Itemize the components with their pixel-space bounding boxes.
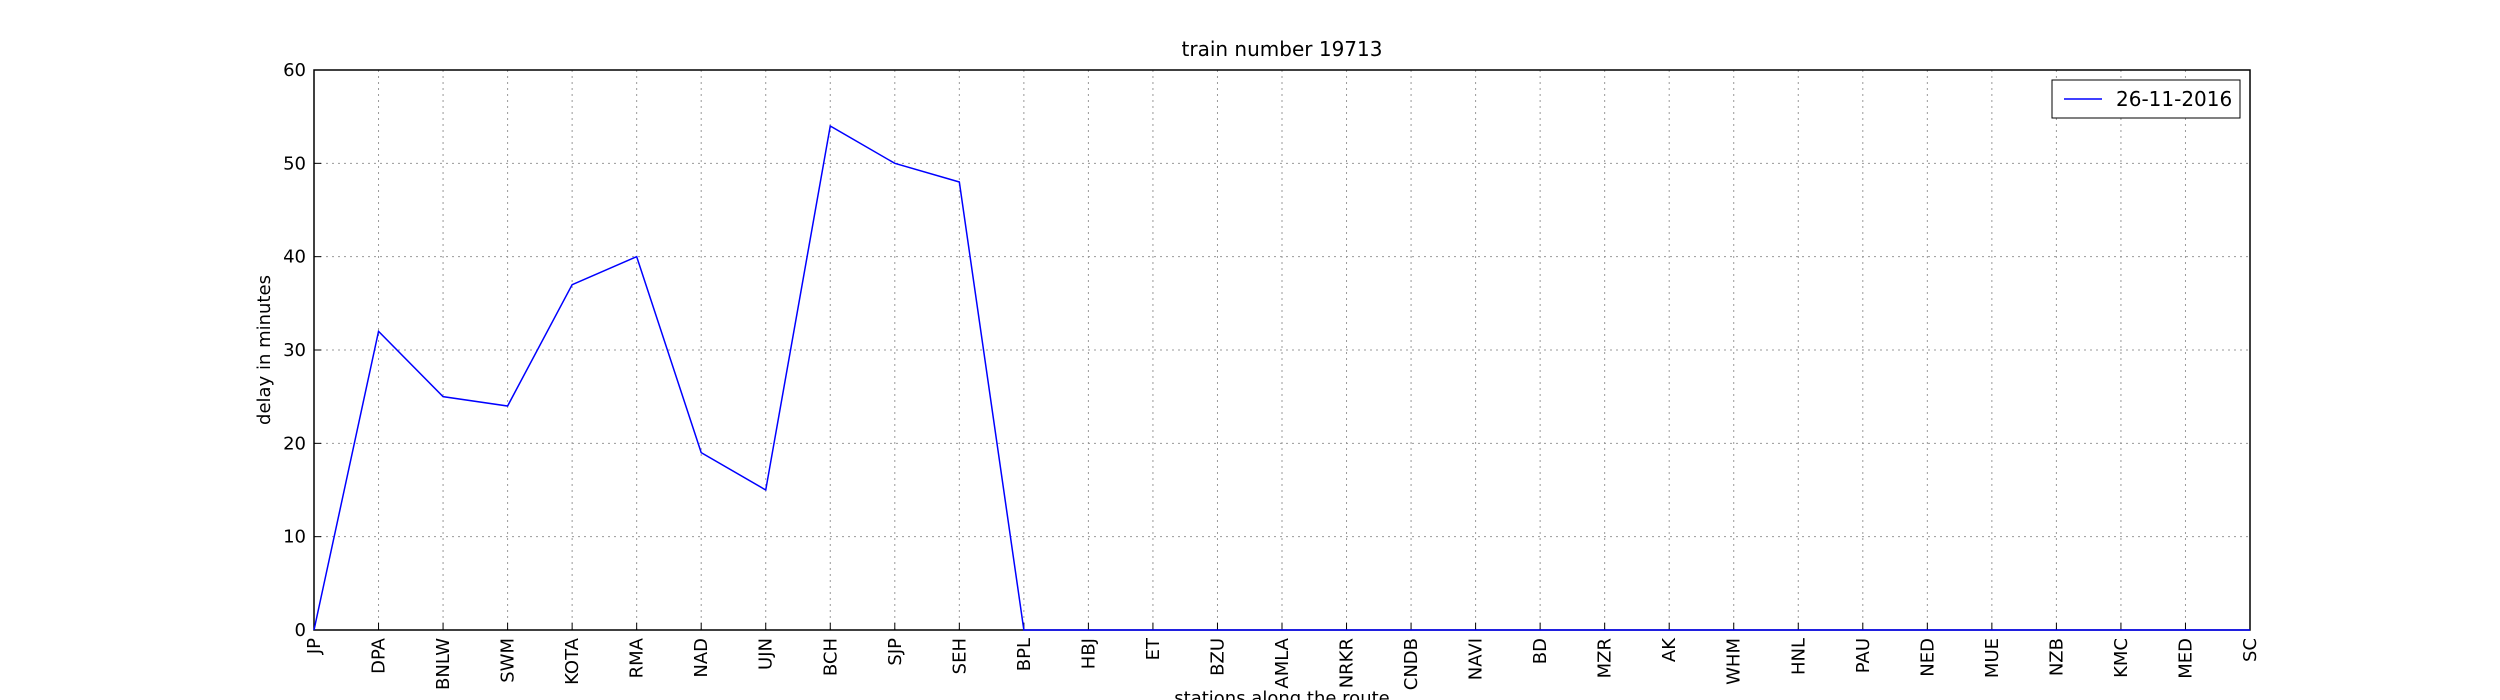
- y-tick-label: 60: [283, 60, 306, 81]
- x-tick-label: DPA: [369, 637, 390, 674]
- x-tick-label: NAVI: [1466, 638, 1487, 680]
- x-axis-label: stations along the route: [1174, 688, 1389, 700]
- x-tick-label: BPL: [1014, 638, 1035, 671]
- x-tick-label: NZB: [2046, 638, 2067, 676]
- y-tick-label: 10: [283, 527, 306, 548]
- x-tick-label: KOTA: [562, 637, 583, 685]
- x-tick-label: HBJ: [1078, 638, 1099, 669]
- x-tick-label: UJN: [756, 638, 777, 670]
- x-tick-label: JP: [304, 638, 325, 655]
- x-tick-label: NAD: [691, 638, 712, 678]
- chart-title: train number 19713: [1182, 37, 1383, 61]
- y-tick-label: 20: [283, 433, 306, 454]
- x-tick-label: PAU: [1853, 638, 1874, 673]
- x-tick-label: SJP: [885, 638, 906, 666]
- x-tick-label: SC: [2240, 638, 2261, 662]
- legend-label: 26-11-2016: [2116, 87, 2232, 111]
- x-tick-label: NRKR: [1337, 638, 1358, 688]
- y-tick-label: 0: [295, 620, 306, 641]
- x-tick-label: AMLA: [1272, 637, 1293, 688]
- x-tick-label: SEH: [949, 638, 970, 674]
- x-tick-label: MUE: [1982, 638, 2003, 678]
- x-tick-label: CNDB: [1401, 638, 1422, 690]
- x-tick-label: RMA: [627, 637, 648, 678]
- x-tick-label: MED: [2175, 638, 2196, 679]
- x-tick-label: BNLW: [433, 638, 454, 690]
- x-tick-label: KMC: [2111, 638, 2132, 678]
- x-tick-label: HNL: [1788, 638, 1809, 675]
- x-tick-label: BZU: [1207, 638, 1228, 676]
- y-tick-label: 40: [283, 247, 306, 268]
- y-tick-label: 50: [283, 153, 306, 174]
- x-tick-label: SWM: [498, 638, 519, 683]
- x-tick-label: WHM: [1724, 638, 1745, 685]
- x-tick-label: BCH: [820, 638, 841, 676]
- data-line: [313, 124, 2250, 631]
- y-axis-label: delay in minutes: [254, 275, 275, 425]
- x-tick-label: BD: [1530, 638, 1551, 664]
- y-tick-label: 30: [283, 340, 306, 361]
- x-tick-label: NED: [1917, 638, 1938, 677]
- x-tick-label: AK: [1659, 637, 1680, 662]
- x-tick-label: MZR: [1595, 638, 1616, 678]
- x-tick-label: ET: [1143, 637, 1164, 660]
